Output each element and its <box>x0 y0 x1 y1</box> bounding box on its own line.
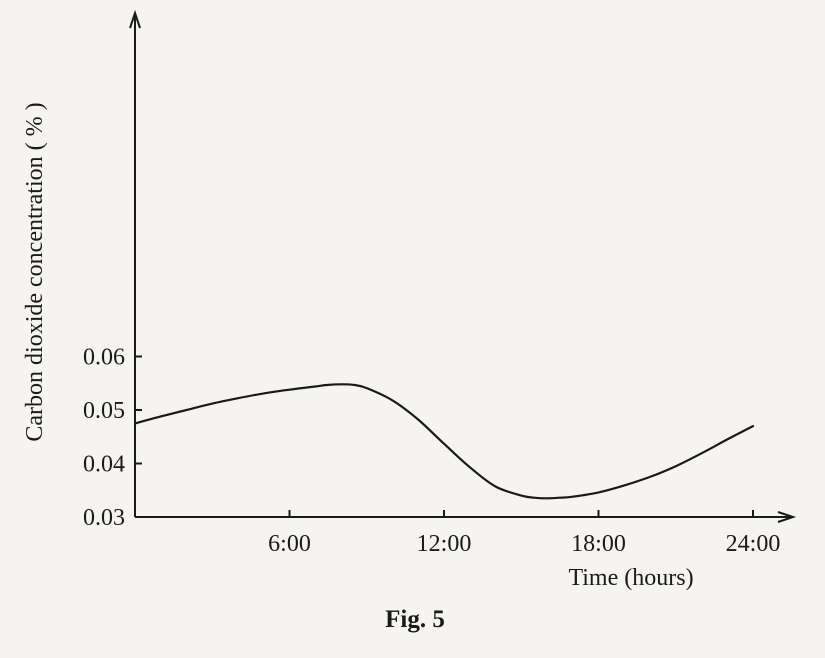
x-tick-label: 18:00 <box>571 531 626 557</box>
x-tick-label: 24:00 <box>726 531 781 557</box>
x-tick-label: 6:00 <box>268 531 311 557</box>
chart-axes <box>129 9 797 523</box>
y-tick-label: 0.06 <box>83 345 125 371</box>
y-tick-label: 0.05 <box>83 398 125 424</box>
y-axis-arrow-icon <box>129 9 141 29</box>
series-layer <box>133 383 755 500</box>
y-tick-label: 0.03 <box>83 505 125 531</box>
co2-series-line <box>133 383 755 500</box>
y-axis-title: Carbon dioxide concentration ( % ) <box>22 102 48 441</box>
x-axis-arrow-icon <box>777 511 797 523</box>
x-axis-title: Time (hours) <box>568 565 693 591</box>
x-tick-label: 12:00 <box>417 531 472 557</box>
y-ticks: 0.03 0.04 0.05 0.06 <box>83 345 142 531</box>
figure-caption: Fig. 5 <box>385 606 445 633</box>
x-ticks: 6:00 12:00 18:00 24:00 <box>268 510 780 557</box>
y-tick-label: 0.04 <box>83 452 125 478</box>
